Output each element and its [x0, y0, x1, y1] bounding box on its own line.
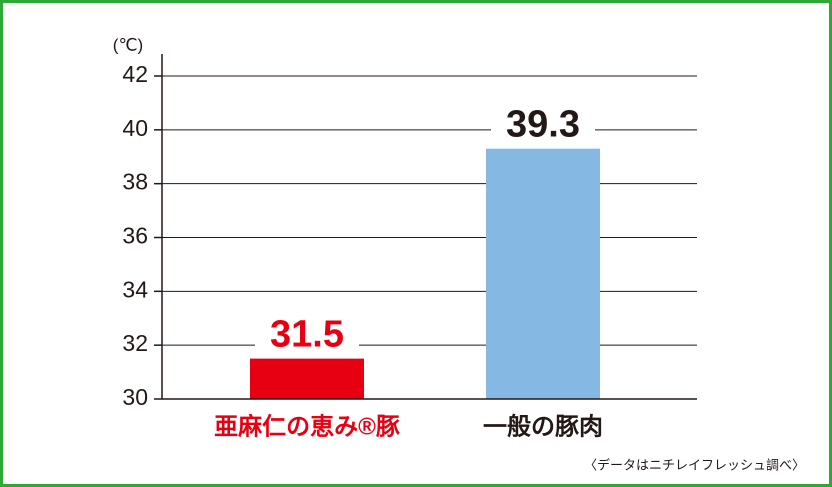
- bar: [250, 358, 364, 399]
- y-tick-label: 38: [122, 169, 148, 195]
- unit-label: (℃): [113, 35, 143, 54]
- y-tick-label: 36: [122, 223, 148, 249]
- value-label: 31.5: [270, 314, 344, 356]
- y-tick-label: 34: [122, 276, 148, 302]
- source-note: 〈データはニチレイフレッシュ調べ〉: [584, 457, 805, 472]
- value-label-bg: [255, 316, 359, 353]
- value-label: 39.3: [506, 104, 580, 146]
- bar: [486, 148, 600, 399]
- x-tick-label: 一般の豚肉: [483, 412, 603, 440]
- y-tick-label: 42: [122, 61, 148, 87]
- x-tick-label: 亜麻仁の恵み®豚: [214, 412, 400, 440]
- y-tick-label: 32: [122, 330, 148, 356]
- y-tick-label: 40: [122, 115, 148, 141]
- value-label-bg: [491, 106, 595, 143]
- y-tick-label: 30: [122, 384, 148, 410]
